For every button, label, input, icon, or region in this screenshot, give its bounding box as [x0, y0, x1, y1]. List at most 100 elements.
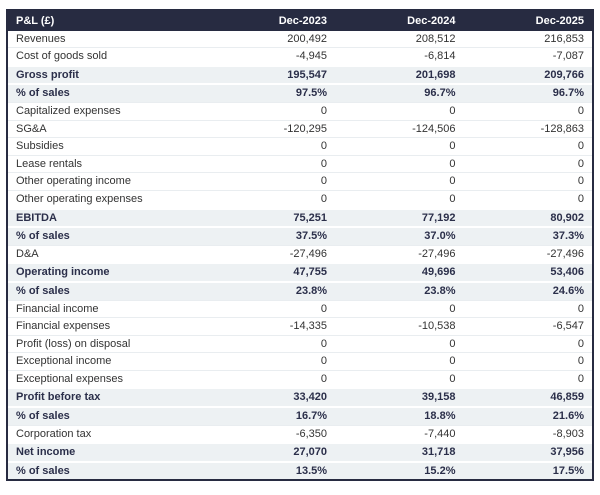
row-value: 0	[463, 352, 592, 371]
row-value: 0	[206, 334, 336, 353]
row-label: % of sales	[8, 460, 207, 480]
row-value: -10,538	[335, 317, 464, 336]
table-row: Operating income 47,755 49,696 53,406	[8, 262, 592, 282]
row-value: 0	[335, 369, 464, 389]
row-value: -14,335	[206, 317, 336, 336]
row-label: Other operating income	[8, 172, 207, 191]
row-value: 0	[335, 189, 464, 209]
table-row: Financial expenses -14,335 -10,538 -6,547	[8, 317, 592, 336]
row-value: -6,547	[463, 317, 592, 336]
row-label: % of sales	[8, 83, 207, 103]
row-value: -27,496	[335, 244, 464, 264]
row-value: 77,192	[335, 207, 464, 228]
row-value: -6,814	[335, 47, 464, 66]
row-value: 96.7%	[335, 83, 464, 103]
table-row: Lease rentals 0 0 0	[8, 154, 592, 173]
row-value: 47,755	[206, 262, 336, 282]
row-label: % of sales	[8, 406, 207, 426]
row-label: SG&A	[8, 119, 207, 138]
row-value: 0	[463, 189, 592, 209]
row-value: 0	[206, 137, 336, 156]
pnl-statement-table-frame: P&L (£) Dec-2023 Dec-2024 Dec-2025 Reven…	[6, 9, 594, 482]
row-label: Capitalized expenses	[8, 101, 207, 121]
row-label: % of sales	[8, 280, 207, 300]
row-value: 39,158	[335, 387, 464, 408]
row-value: 16.7%	[206, 406, 336, 426]
row-value: 0	[206, 154, 336, 173]
row-value: 37.3%	[463, 226, 592, 246]
row-value: 23.8%	[335, 280, 464, 300]
table-row: Revenues 200,492 208,512 216,853	[8, 31, 592, 48]
row-value: 201,698	[335, 64, 464, 85]
row-value: 0	[335, 299, 464, 318]
table-row: % of sales 37.5% 37.0% 37.3%	[8, 226, 592, 246]
row-value: -27,496	[206, 244, 336, 264]
row-value: 37.5%	[206, 226, 336, 246]
row-value: 15.2%	[335, 460, 464, 480]
table-row: EBITDA 75,251 77,192 80,902	[8, 207, 592, 228]
row-value: 18.8%	[335, 406, 464, 426]
row-value: 0	[206, 189, 336, 209]
row-label: D&A	[8, 244, 207, 264]
row-label: Subsidies	[8, 137, 207, 156]
row-value: 195,547	[206, 64, 336, 85]
table-row: % of sales 23.8% 23.8% 24.6%	[8, 280, 592, 300]
row-value: 31,718	[335, 442, 464, 462]
row-label: Financial income	[8, 299, 207, 318]
row-value: 0	[463, 154, 592, 173]
table-row: D&A -27,496 -27,496 -27,496	[8, 244, 592, 264]
row-value: -4,945	[206, 47, 336, 66]
row-value: -120,295	[206, 119, 336, 138]
row-value: 209,766	[463, 64, 592, 85]
row-value: 46,859	[463, 387, 592, 408]
table-row: % of sales 13.5% 15.2% 17.5%	[8, 460, 592, 480]
row-label: Revenues	[16, 32, 66, 45]
row-value: 24.6%	[463, 280, 592, 300]
row-value: 53,406	[463, 262, 592, 282]
row-value: 0	[463, 369, 592, 389]
row-value: 0	[335, 137, 464, 156]
row-label: Cost of goods sold	[8, 47, 207, 66]
table-row: SG&A -120,295 -124,506 -128,863	[8, 119, 592, 138]
row-value: 0	[335, 352, 464, 371]
row-value: 0	[463, 172, 592, 191]
row-value: 97.5%	[206, 83, 336, 103]
row-value: 23.8%	[206, 280, 336, 300]
row-value: 0	[206, 299, 336, 318]
table-row: Net income 27,070 31,718 37,956	[8, 442, 592, 462]
row-value: 0	[463, 101, 592, 121]
row-value: 49,696	[335, 262, 464, 282]
column-header-dec-2024: Dec-2024	[335, 11, 464, 31]
pnl-table: P&L (£) Dec-2023 Dec-2024 Dec-2025 Reven…	[8, 11, 592, 480]
row-label: EBITDA	[8, 207, 207, 228]
table-row: % of sales 16.7% 18.8% 21.6%	[8, 406, 592, 426]
table-row: Gross profit 195,547 201,698 209,766	[8, 64, 592, 85]
row-value: 37.0%	[335, 226, 464, 246]
row-value: 0	[206, 352, 336, 371]
table-row: Profit before tax 33,420 39,158 46,859	[8, 387, 592, 408]
row-value: -6,350	[206, 424, 336, 444]
row-label: Financial expenses	[8, 317, 207, 336]
row-value: 33,420	[206, 387, 336, 408]
row-value: -128,863	[463, 119, 592, 138]
row-value: 13.5%	[206, 460, 336, 480]
row-value: 200,492	[287, 32, 328, 45]
row-value: 21.6%	[463, 406, 592, 426]
table-row: Other operating expenses 0 0 0	[8, 189, 592, 209]
row-value: 17.5%	[463, 460, 592, 480]
row-value: 37,956	[463, 442, 592, 462]
row-label: Profit (loss) on disposal	[8, 334, 207, 353]
row-value: -124,506	[335, 119, 464, 138]
row-value: 0	[463, 137, 592, 156]
column-header-dec-2023: Dec-2023	[206, 11, 336, 31]
row-label: Profit before tax	[8, 387, 207, 408]
table-row: Exceptional income 0 0 0	[8, 352, 592, 371]
row-value: 0	[335, 154, 464, 173]
table-row: Profit (loss) on disposal 0 0 0	[8, 334, 592, 353]
row-value: 0	[335, 101, 464, 121]
row-value: 75,251	[206, 207, 336, 228]
row-label: Corporation tax	[8, 424, 207, 444]
table-row: Subsidies 0 0 0	[8, 137, 592, 156]
row-label: Lease rentals	[8, 154, 207, 173]
row-label: Other operating expenses	[8, 189, 207, 209]
